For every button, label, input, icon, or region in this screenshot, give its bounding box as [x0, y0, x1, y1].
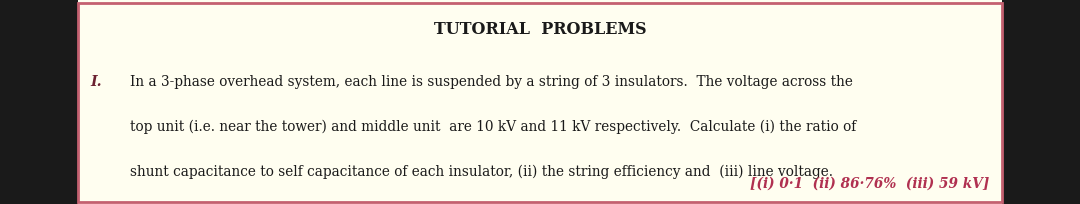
- Text: TUTORIAL  PROBLEMS: TUTORIAL PROBLEMS: [434, 20, 646, 37]
- Text: [(i) 0·1  (ii) 86·76%  (iii) 59 kV]: [(i) 0·1 (ii) 86·76% (iii) 59 kV]: [750, 176, 989, 190]
- Text: I.: I.: [91, 74, 103, 88]
- Text: top unit (i.e. near the tower) and middle unit  are 10 kV and 11 kV respectively: top unit (i.e. near the tower) and middl…: [130, 119, 855, 134]
- Text: In a 3-phase overhead system, each line is suspended by a string of 3 insulators: In a 3-phase overhead system, each line …: [130, 74, 852, 88]
- Text: shunt capacitance to self capacitance of each insulator, (ii) the string efficie: shunt capacitance to self capacitance of…: [130, 164, 833, 178]
